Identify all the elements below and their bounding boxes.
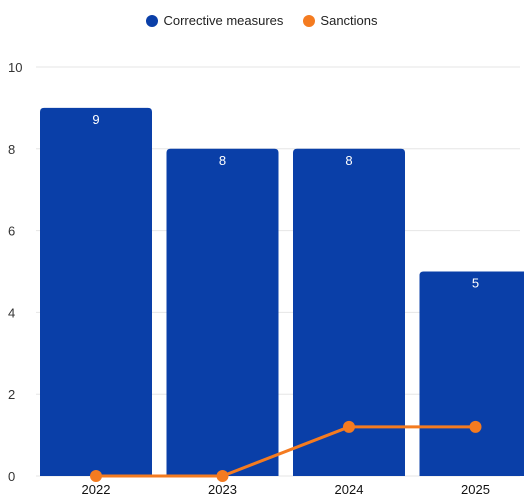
bar-2023[interactable] [166, 148, 279, 477]
bar-data-label: 8 [219, 153, 226, 168]
legend-marker-corrective-measures [146, 14, 159, 27]
legend-item-sanctions[interactable]: Sanctions [303, 13, 378, 28]
y-tick-label: 2 [8, 387, 15, 402]
bar-data-label: 5 [472, 276, 479, 291]
x-tick-label: 2022 [82, 482, 111, 497]
bar-2025[interactable] [419, 271, 524, 477]
y-tick-label: 8 [8, 142, 15, 157]
y-tick-label: 6 [8, 224, 15, 239]
bar-data-label: 8 [345, 153, 352, 168]
x-tick-label: 2023 [208, 482, 237, 497]
x-tick-label: 2025 [461, 482, 490, 497]
y-tick-label: 0 [8, 469, 15, 484]
x-tick-label: 2024 [335, 482, 364, 497]
chart-legend: Corrective measures Sanctions [0, 13, 524, 28]
bar-2024[interactable] [293, 148, 405, 477]
legend-label-corrective-measures: Corrective measures [163, 13, 284, 28]
point-sanctions-2025[interactable] [469, 420, 482, 433]
bar-2022[interactable] [40, 107, 152, 477]
line-sanctions [96, 425, 476, 478]
y-tick-label: 4 [8, 305, 15, 320]
point-sanctions-2022[interactable] [90, 470, 102, 482]
legend-item-corrective-measures[interactable]: Corrective measures [146, 13, 283, 28]
legend-label-sanctions: Sanctions [320, 13, 378, 28]
legend-marker-sanctions [303, 14, 316, 27]
point-sanctions-2024[interactable] [343, 420, 355, 433]
point-sanctions-2023[interactable] [216, 470, 229, 482]
bar-data-label: 9 [92, 112, 99, 127]
y-tick-label: 10 [8, 60, 22, 75]
